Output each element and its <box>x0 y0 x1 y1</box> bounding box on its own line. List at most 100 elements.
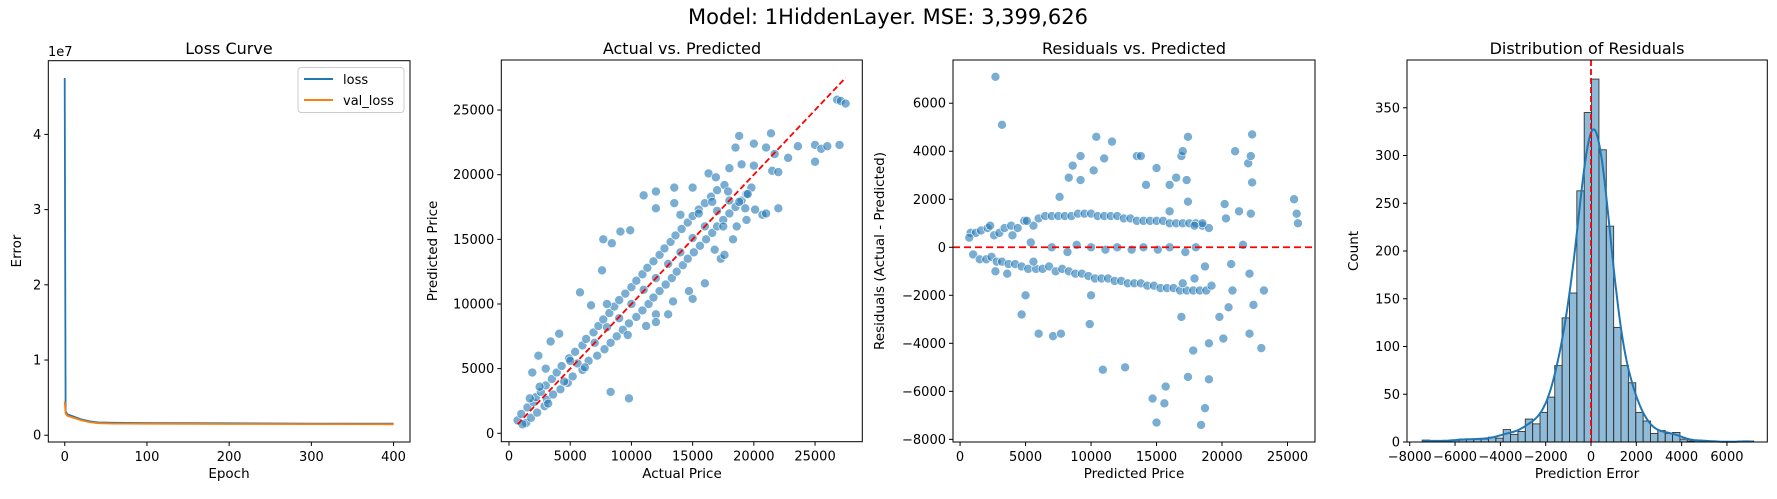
scatter-point <box>783 153 793 163</box>
x-tick-label: 0 <box>956 450 964 465</box>
scatter-point <box>648 292 659 303</box>
axes: −8000 −6000 −4000 −2000 0 2000 4000 6000 0 50 100 1… <box>1375 59 1768 465</box>
x-tick-label: 15000 <box>672 450 713 465</box>
legend-label: val_loss <box>343 94 394 109</box>
y-tick-label: 2000 <box>913 193 946 208</box>
scatter-point <box>1206 280 1217 291</box>
scatter-point <box>1067 160 1078 171</box>
y-tick-label: 0 <box>938 241 946 256</box>
scatter-point <box>1084 319 1095 329</box>
scatter-point <box>525 393 535 404</box>
scatter-point <box>675 209 686 220</box>
scatter-point <box>1176 312 1187 322</box>
scatter-point <box>742 189 753 199</box>
scatter-point <box>631 312 642 322</box>
scatter-point <box>1062 247 1073 257</box>
x-tick-label: 25000 <box>1267 450 1308 465</box>
scatter-point <box>527 367 538 378</box>
scatter-point <box>1244 328 1255 339</box>
scatter-point <box>1183 132 1193 142</box>
plot-area <box>63 77 394 426</box>
scatter-point <box>985 220 995 231</box>
scatter-point <box>1063 172 1074 183</box>
scatter-point <box>1223 302 1234 313</box>
scatter-point <box>641 321 651 331</box>
x-tick-label: 20000 <box>1201 450 1242 465</box>
scatter-point <box>651 317 661 327</box>
scatter-point <box>1091 132 1102 142</box>
scatter-point <box>615 226 626 237</box>
histogram-bar <box>1591 78 1600 443</box>
histogram-bar <box>1517 431 1526 443</box>
scatter-point <box>701 234 711 245</box>
scatter-point <box>793 141 803 152</box>
residual-distribution-xlabel: Prediction Error <box>1535 466 1640 482</box>
scatter-point <box>1151 163 1162 173</box>
scatter-point <box>741 215 752 225</box>
scatter-point <box>626 282 637 292</box>
scatter-point <box>700 278 710 289</box>
scatter-point <box>997 120 1007 130</box>
scatter-point <box>734 197 744 207</box>
scatter-point <box>684 286 694 296</box>
scatter-point <box>637 269 648 280</box>
scatter-point <box>1164 180 1175 190</box>
residuals-subplot: Residuals vs. Predicted Predicted Price … <box>872 39 1316 482</box>
y-tick-label: 300 <box>1375 149 1400 164</box>
residuals-title: Residuals vs. Predicted <box>1042 39 1226 58</box>
scatter-point <box>1221 213 1231 224</box>
scatter-point <box>580 362 590 373</box>
scatter-point <box>1293 218 1303 229</box>
scatter-point <box>1259 285 1269 296</box>
y-tick-label: 350 <box>1375 101 1400 116</box>
axes-frame <box>500 59 863 443</box>
scatter-point <box>1033 328 1044 339</box>
scatter-point <box>1204 374 1214 385</box>
histogram-bar <box>1635 411 1644 443</box>
scatter-point <box>1214 312 1225 322</box>
scatter-point <box>545 336 556 347</box>
y-tick-label: 25000 <box>453 104 494 119</box>
scatter-point <box>667 273 677 283</box>
scatter-point <box>723 186 733 197</box>
histogram-bar <box>1502 429 1512 443</box>
x-tick-label: 2000 <box>1620 450 1653 465</box>
residual-distribution-ylabel: Count <box>1346 231 1362 271</box>
y-tick-label: 150 <box>1375 292 1400 307</box>
scatter-point <box>1177 146 1188 157</box>
scatter-point <box>695 241 705 251</box>
x-tick-label: 6000 <box>1710 450 1743 465</box>
x-tick-label: 0 <box>1587 450 1595 465</box>
scatter-point <box>736 159 747 170</box>
x-tick-label: 400 <box>381 450 406 465</box>
scatter-point <box>533 350 544 361</box>
plot-area <box>1421 60 1755 443</box>
residual-distribution-subplot: Distribution of Residuals Prediction Err… <box>1346 39 1768 482</box>
y-tick-label: −6000 <box>902 385 946 400</box>
axes-frame <box>1406 59 1768 443</box>
scatter-point <box>604 308 615 318</box>
x-tick-label: −4000 <box>1478 450 1522 465</box>
scatter-point <box>1189 273 1200 284</box>
histogram-bar <box>1613 326 1622 443</box>
scatter-point <box>1164 206 1175 217</box>
scatter-point <box>592 350 602 361</box>
scatter-point <box>712 206 722 216</box>
series-line-val-loss <box>63 401 394 426</box>
legend-label: loss <box>343 73 368 88</box>
scatter-point <box>1200 261 1210 272</box>
scatter-point <box>651 203 661 214</box>
scatter-point <box>607 238 617 249</box>
scatter-point <box>1075 151 1086 161</box>
scatter-point <box>1141 180 1151 190</box>
scatter-point <box>586 300 596 311</box>
y-tick-label: 2 <box>33 278 41 293</box>
histogram-bar <box>1546 396 1556 443</box>
scatter-point <box>567 371 578 382</box>
scatter-point <box>810 156 820 167</box>
scatter-point <box>602 322 612 333</box>
y-tick-label: −2000 <box>902 289 946 304</box>
loss-curve-xlabel: Epoch <box>208 466 249 482</box>
actual-vs-predicted-title: Actual vs. Predicted <box>603 39 761 58</box>
histogram-bar <box>1664 432 1674 443</box>
